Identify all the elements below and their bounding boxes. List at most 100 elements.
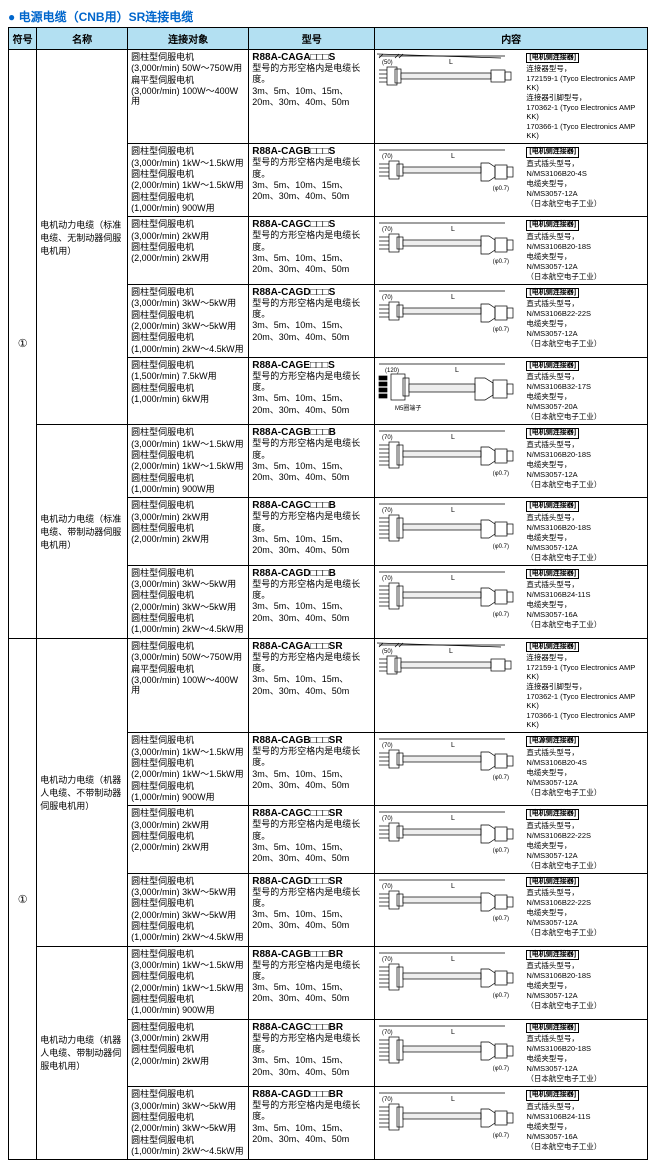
svg-text:(φ0.7): (φ0.7) <box>493 259 509 265</box>
target-cell: 圆柱型伺服电机(3,000r/min) 2kW用圆柱型伺服电机(2,000r/m… <box>128 498 249 565</box>
cable-diagram: (70) L (φ0.7) <box>377 500 522 555</box>
cable-diagram: (70) L (φ0.7) <box>377 219 522 274</box>
annotation: [电机侧连接器]直式插头型号，N/MS3106B20-18S电缆夹型号，N/MS… <box>526 219 645 281</box>
cable-diagram: (120) L M5圈端子 <box>377 360 522 415</box>
svg-text:L: L <box>451 153 455 160</box>
content-cell: (70) L (φ0.7) [电机侧连接器]直式插头型号，N/MS3106B20… <box>375 425 648 498</box>
svg-text:L: L <box>455 367 459 374</box>
model-cell: R88A-CAGD□□□B型号的方形空格内是电缆长度。3m、5m、10m、15m… <box>249 565 375 638</box>
svg-text:L: L <box>451 507 455 514</box>
target-cell: 圆柱型伺服电机(3,000r/min) 1kW～1.5kW用圆柱型伺服电机(2,… <box>128 946 249 1019</box>
svg-text:L: L <box>451 226 455 233</box>
model-cell: R88A-CAGD□□□BR型号的方形空格内是电缆长度。3m、5m、10m、15… <box>249 1087 375 1160</box>
group-name: 电机动力电缆（标准电缆、无制动器伺服电机用） <box>37 50 128 425</box>
content-cell: (70) L (φ0.7) [电机侧连接器]直式插头型号，N/MS3106B20… <box>375 217 648 284</box>
svg-text:(70): (70) <box>382 957 393 963</box>
svg-text:L: L <box>449 648 453 655</box>
svg-text:M5圈端子: M5圈端子 <box>395 404 421 412</box>
svg-text:(70): (70) <box>382 227 393 233</box>
annotation: [电机侧连接器]直式插头型号，N/MS3106B22-22S电缆夹型号，N/MS… <box>526 287 645 349</box>
model-cell: R88A-CAGB□□□B型号的方形空格内是电缆长度。3m、5m、10m、15m… <box>249 425 375 498</box>
target-cell: 圆柱型伺服电机(3,000r/min) 2kW用圆柱型伺服电机(2,000r/m… <box>128 217 249 284</box>
target-cell: 圆柱型伺服电机(1,500r/min) 7.5kW用圆柱型伺服电机(1,000r… <box>128 357 249 424</box>
model-cell: R88A-CAGD□□□SR型号的方形空格内是电缆长度。3m、5m、10m、15… <box>249 873 375 946</box>
group-name: 电机动力电缆（标准电缆、带制动器伺服电机用） <box>37 425 128 639</box>
svg-text:(70): (70) <box>382 1030 393 1036</box>
svg-text:(70): (70) <box>382 576 393 582</box>
content-cell: (70) L (φ0.7) [电机侧连接器]直式插头型号，N/MS3106B24… <box>375 565 648 638</box>
model-cell: R88A-CAGB□□□BR型号的方形空格内是电缆长度。3m、5m、10m、15… <box>249 946 375 1019</box>
cable-diagram: (70) L (φ0.7) <box>377 1022 522 1077</box>
content-cell: (50) L [电机侧连接器]连接器型号，172159-1 (Tyco Elec… <box>375 638 648 732</box>
annotation: [电机侧连接器]直式插头型号，N/MS3106B22-22S电缆夹型号，N/MS… <box>526 876 645 938</box>
target-cell: 圆柱型伺服电机(3,000r/min) 3kW～5kW用圆柱型伺服电机(2,00… <box>128 1087 249 1160</box>
target-cell: 圆柱型伺服电机(3,000r/min) 3kW～5kW用圆柱型伺服电机(2,00… <box>128 284 249 357</box>
cable-diagram: (70) L (φ0.7) <box>377 808 522 863</box>
content-cell: (70) L (φ0.7) [电机侧连接器]直式插头型号，N/MS3106B24… <box>375 1087 648 1160</box>
svg-text:(φ0.7): (φ0.7) <box>493 848 509 854</box>
svg-text:(70): (70) <box>382 743 393 749</box>
model-cell: R88A-CAGC□□□SR型号的方形空格内是电缆长度。3m、5m、10m、15… <box>249 806 375 873</box>
annotation: [电机侧连接器]直式插头型号，N/MS3106B20-18S电缆夹型号，N/MS… <box>526 427 645 489</box>
svg-text:(70): (70) <box>382 884 393 890</box>
svg-text:L: L <box>451 434 455 441</box>
column-header: 符号 <box>9 28 37 50</box>
content-cell: (70) L (φ0.7) [电机侧连接器]直式插头型号，N/MS3106B22… <box>375 284 648 357</box>
svg-text:(φ0.7): (φ0.7) <box>493 186 509 192</box>
symbol-cell: ① <box>9 638 37 1159</box>
cable-diagram: (70) L (φ0.7) <box>377 146 522 201</box>
model-cell: R88A-CAGA□□□SR型号的方形空格内是电缆长度。3m、5m、10m、15… <box>249 638 375 732</box>
model-cell: R88A-CAGD□□□S型号的方形空格内是电缆长度。3m、5m、10m、15m… <box>249 284 375 357</box>
target-cell: 圆柱型伺服电机(3,000r/min) 2kW用圆柱型伺服电机(2,000r/m… <box>128 806 249 873</box>
content-cell: (50) L [电机侧连接器]连接器型号，172159-1 (Tyco Elec… <box>375 50 648 144</box>
svg-text:(φ0.7): (φ0.7) <box>493 612 509 618</box>
svg-text:(φ0.7): (φ0.7) <box>493 775 509 781</box>
model-cell: R88A-CAGC□□□S型号的方形空格内是电缆长度。3m、5m、10m、15m… <box>249 217 375 284</box>
svg-text:(φ0.7): (φ0.7) <box>493 327 509 333</box>
annotation: [电机侧连接器]直式插头型号，N/MS3106B22-22S电缆夹型号，N/MS… <box>526 808 645 870</box>
svg-text:L: L <box>451 1096 455 1103</box>
annotation: [电机侧连接器]直式插头型号，N/MS3106B20-18S电缆夹型号，N/MS… <box>526 500 645 562</box>
content-cell: (70) L (φ0.7) [电机侧连接器]直式插头型号，N/MS3106B20… <box>375 144 648 217</box>
cable-table: 符号名称连接对象型号内容 ①电机动力电缆（标准电缆、无制动器伺服电机用）圆柱型伺… <box>8 27 648 1160</box>
svg-text:L: L <box>451 294 455 301</box>
content-cell: (70) L (φ0.7) [电源侧连接器]直式插头型号，N/MS3106B20… <box>375 733 648 806</box>
svg-text:(70): (70) <box>382 435 393 441</box>
cable-diagram: (70) L (φ0.7) <box>377 949 522 1004</box>
symbol-cell: ① <box>9 50 37 639</box>
svg-text:L: L <box>449 59 453 66</box>
content-cell: (70) L (φ0.7) [电机侧连接器]直式插头型号，N/MS3106B22… <box>375 806 648 873</box>
svg-text:L: L <box>451 1029 455 1036</box>
cable-diagram: (70) L (φ0.7) <box>377 876 522 931</box>
cable-diagram: (70) L (φ0.7) <box>377 568 522 623</box>
svg-text:L: L <box>451 742 455 749</box>
svg-text:(50): (50) <box>382 649 393 655</box>
annotation: [电机侧连接器]直式插头型号，N/MS3106B24-11S电缆夹型号，N/MS… <box>526 568 645 630</box>
column-header: 内容 <box>375 28 648 50</box>
svg-text:(φ0.7): (φ0.7) <box>493 916 509 922</box>
page-title: ● 电源电缆（CNB用）SR连接电缆 <box>8 8 651 25</box>
svg-text:(70): (70) <box>382 295 393 301</box>
content-cell: (70) L (φ0.7) [电机侧连接器]直式插头型号，N/MS3106B22… <box>375 873 648 946</box>
annotation: [电机侧连接器]连接器型号，172159-1 (Tyco Electronics… <box>526 52 645 141</box>
group-name: 电机动力电缆（机器人电缆、不带制动器伺服电机用） <box>37 638 128 946</box>
column-header: 名称 <box>37 28 128 50</box>
cable-diagram: (70) L (φ0.7) <box>377 287 522 342</box>
content-cell: (120) L M5圈端子 [电机侧连接器]直式插头型号，N/MS3106B32… <box>375 357 648 424</box>
content-cell: (70) L (φ0.7) [电机侧连接器]直式插头型号，N/MS3106B20… <box>375 946 648 1019</box>
svg-text:(φ0.7): (φ0.7) <box>493 993 509 999</box>
svg-text:(φ0.7): (φ0.7) <box>493 1066 509 1072</box>
content-cell: (70) L (φ0.7) [电机侧连接器]直式插头型号，N/MS3106B20… <box>375 498 648 565</box>
svg-text:(φ0.7): (φ0.7) <box>493 471 509 477</box>
svg-text:L: L <box>451 575 455 582</box>
cable-diagram: (70) L (φ0.7) <box>377 1089 522 1144</box>
model-cell: R88A-CAGB□□□S型号的方形空格内是电缆长度。3m、5m、10m、15m… <box>249 144 375 217</box>
target-cell: 圆柱型伺服电机(3,000r/min) 1kW～1.5kW用圆柱型伺服电机(2,… <box>128 733 249 806</box>
cable-diagram: (50) L <box>377 52 522 102</box>
model-cell: R88A-CAGB□□□SR型号的方形空格内是电缆长度。3m、5m、10m、15… <box>249 733 375 806</box>
svg-text:(120): (120) <box>385 368 399 374</box>
svg-text:(φ0.7): (φ0.7) <box>493 1133 509 1139</box>
annotation: [电机侧连接器]直式插头型号，N/MS3106B24-11S电缆夹型号，N/MS… <box>526 1089 645 1151</box>
group-name: 电机动力电缆（机器人电缆、带制动器伺服电机用） <box>37 946 128 1160</box>
svg-text:(70): (70) <box>382 154 393 160</box>
